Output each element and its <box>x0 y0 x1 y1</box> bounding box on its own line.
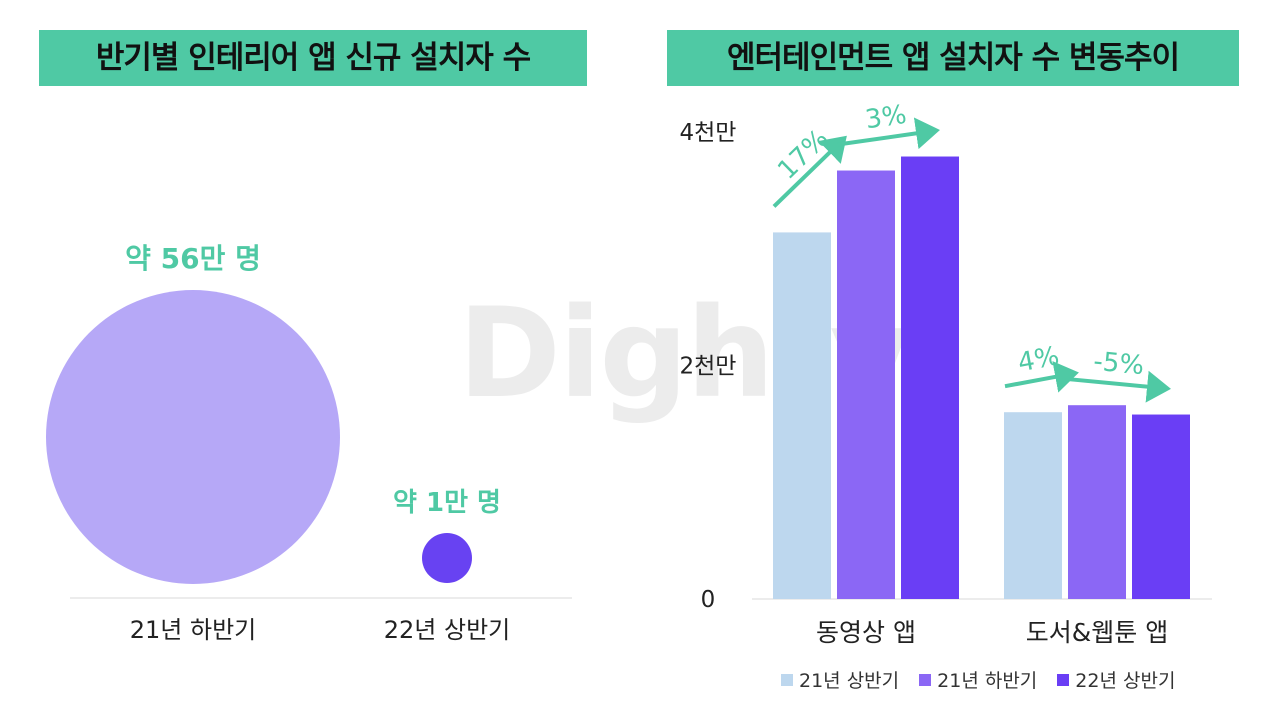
legend-swatch <box>781 673 793 686</box>
bubble-value-label: 약 1만 명 <box>393 488 501 518</box>
y-tick-label: 2천만 <box>680 354 737 380</box>
legend-swatch <box>1057 673 1070 686</box>
change-arrow <box>837 117 940 150</box>
legend-item: 21년 상반기 <box>781 666 899 693</box>
watermark: Dighty <box>458 282 911 426</box>
legend-label: 21년 하반기 <box>937 670 1038 692</box>
bubble-value-label: 약 56만 명 <box>125 242 261 275</box>
change-arrow <box>1004 361 1079 393</box>
change-label: -5% <box>1092 347 1145 382</box>
legend-item: 21년 하반기 <box>919 666 1037 693</box>
bubble-category-label: 21년 하반기 <box>130 616 257 644</box>
change-arrow <box>772 135 847 208</box>
bar-0-1 <box>837 170 895 599</box>
right-chart-title: 엔터테인먼트 앱 설치자 수 변동추이 <box>667 30 1239 86</box>
y-tick-label: 4천만 <box>680 120 737 146</box>
left-chart-title: 반기별 인테리어 앱 신규 설치자 수 <box>39 30 587 86</box>
bubble-1 <box>422 533 472 583</box>
bar-1-0 <box>1004 412 1062 599</box>
legend-label: 21년 상반기 <box>799 670 900 692</box>
bar-0-2 <box>901 156 959 599</box>
change-arrow <box>1068 370 1171 403</box>
change-label: 4% <box>1016 341 1062 378</box>
legend-label: 22년 상반기 <box>1075 670 1176 692</box>
legend: 21년 상반기 21년 하반기 22년 상반기 <box>781 666 1175 693</box>
legend-item: 22년 상반기 <box>1057 666 1175 693</box>
y-tick-label: 0 <box>701 587 716 613</box>
category-label: 도서&웹툰 앱 <box>1026 618 1168 647</box>
bar-1-1 <box>1068 405 1126 599</box>
bubble-0 <box>46 290 340 584</box>
change-label: 3% <box>863 100 908 136</box>
legend-swatch <box>919 673 932 686</box>
left-chart: 약 56만 명 21년 하반기 약 1만 명 22년 상반기 <box>46 242 572 644</box>
category-label: 동영상 앱 <box>816 618 916 647</box>
bar-0-0 <box>773 232 831 599</box>
bubble-category-label: 22년 상반기 <box>384 616 511 644</box>
bar-1-2 <box>1132 414 1190 599</box>
